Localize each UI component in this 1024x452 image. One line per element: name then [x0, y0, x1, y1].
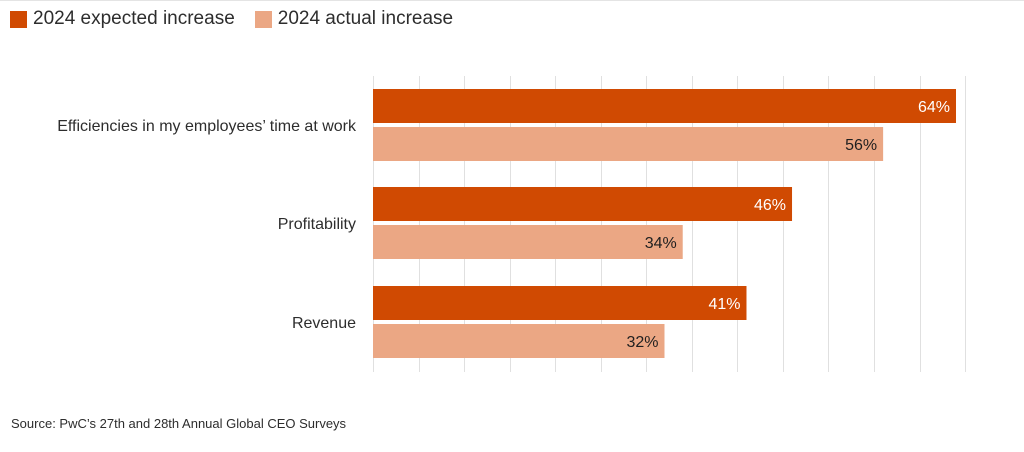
data-label-actual: 56%: [845, 137, 877, 154]
bar-expected: [373, 187, 793, 221]
data-label-actual: 34%: [645, 235, 677, 252]
bar-actual: [373, 127, 884, 161]
legend-label-actual: 2024 actual increase: [277, 8, 454, 29]
source-note: Source: PwC’s 27th and 28th Annual Globa…: [11, 416, 347, 431]
legend-label-expected: 2024 expected increase: [33, 8, 235, 29]
category-label: Efficiencies in my employees’ time at wo…: [57, 118, 357, 135]
data-label-expected: 64%: [918, 99, 950, 116]
data-label-expected: 41%: [708, 296, 740, 313]
legend-swatch-expected: [10, 10, 27, 28]
legend: 2024 expected increase 2024 actual incre…: [10, 8, 453, 30]
bar-expected: [373, 89, 956, 123]
category-label: Profitability: [278, 216, 356, 233]
legend-swatch-actual: [254, 10, 272, 28]
legend-item-actual: 2024 actual increase: [254, 8, 454, 30]
bar-actual: [373, 225, 683, 259]
bar-actual: [373, 324, 665, 358]
top-divider: [0, 0, 1024, 1]
data-label-actual: 32%: [626, 334, 658, 351]
legend-item-expected: 2024 expected increase: [10, 8, 235, 30]
category-label: Revenue: [292, 315, 356, 332]
data-label-expected: 46%: [754, 197, 786, 214]
bar-expected: [373, 286, 747, 320]
